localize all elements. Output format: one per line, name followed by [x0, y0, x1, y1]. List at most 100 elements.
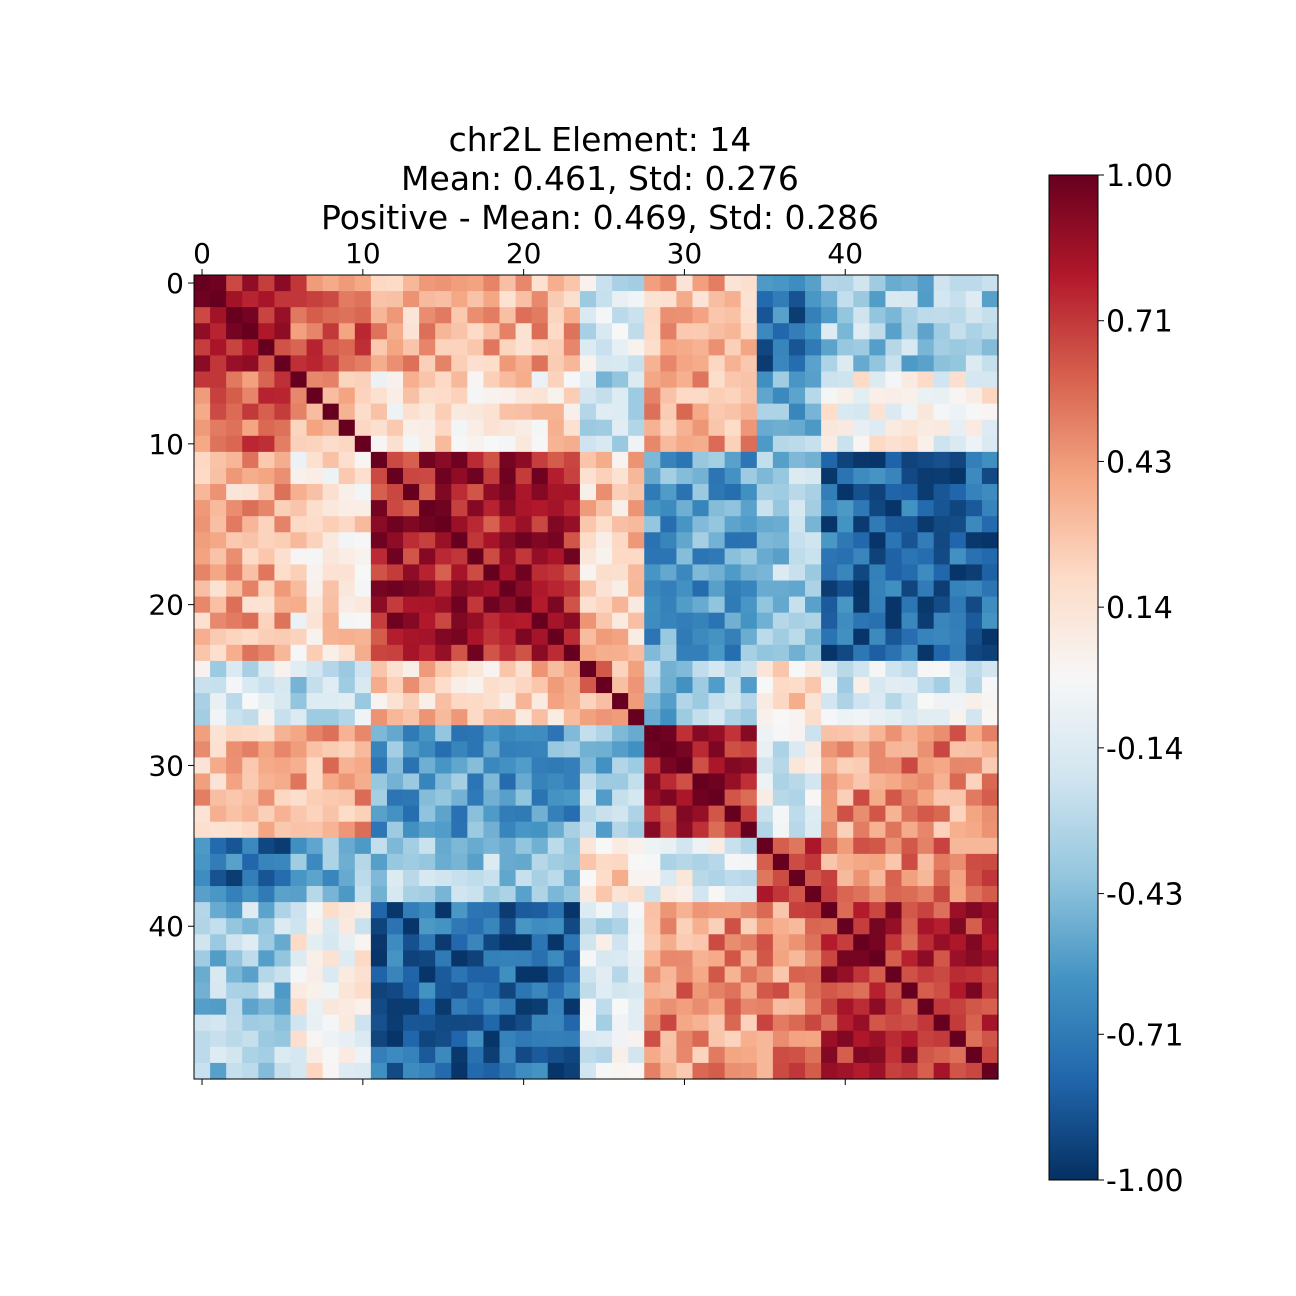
heatmap-cell — [837, 419, 854, 437]
heatmap-cell — [499, 677, 517, 694]
heatmap-cell — [274, 869, 292, 887]
heatmap-cell — [837, 387, 854, 405]
heatmap-cell — [853, 918, 870, 935]
heatmap-cell — [853, 821, 870, 839]
heatmap-cell — [708, 950, 726, 968]
heatmap-cell — [467, 484, 485, 501]
heatmap-cell — [788, 291, 806, 308]
heatmap-cell — [563, 918, 581, 935]
heatmap-cell — [949, 934, 967, 951]
heatmap-cell — [419, 853, 436, 871]
heatmap-cell — [772, 805, 790, 823]
heatmap-cell — [933, 323, 951, 340]
heatmap-cell — [354, 709, 372, 726]
heatmap-cell — [981, 596, 999, 614]
heatmap-cell — [612, 741, 629, 758]
heatmap-cell — [917, 355, 935, 373]
heatmap-cell — [338, 998, 356, 1016]
heatmap-cell — [869, 484, 887, 501]
heatmap-cell — [676, 548, 694, 566]
heatmap-cell — [965, 387, 983, 405]
heatmap-cell — [194, 467, 211, 485]
heatmap-cell — [821, 580, 838, 598]
heatmap-cell — [933, 548, 951, 566]
heatmap-cell — [885, 1046, 903, 1064]
heatmap-cell — [226, 516, 243, 533]
heatmap-cell — [596, 1030, 613, 1048]
heatmap-cell — [965, 869, 983, 887]
heatmap-cell — [499, 837, 517, 855]
heatmap-cell — [499, 902, 517, 919]
heatmap-cell — [949, 709, 967, 726]
heatmap-cell — [660, 451, 677, 469]
heatmap-cell — [788, 387, 806, 405]
heatmap-cell — [547, 275, 565, 292]
heatmap-cell — [194, 580, 211, 598]
heatmap-cell — [386, 307, 404, 324]
heatmap-cell — [837, 805, 854, 823]
heatmap-cell — [724, 902, 742, 919]
heatmap-cell — [338, 869, 356, 887]
heatmap-cell — [499, 886, 517, 903]
heatmap-cell — [756, 837, 774, 855]
heatmap-cell — [419, 918, 436, 935]
heatmap-cell — [692, 580, 710, 598]
heatmap-cell — [499, 467, 517, 485]
heatmap-cell — [290, 660, 308, 678]
heatmap-cell — [419, 757, 436, 775]
heatmap-cell — [933, 773, 951, 791]
heatmap-cell — [933, 275, 951, 292]
heatmap-cell — [547, 339, 565, 356]
heatmap-cell — [885, 660, 903, 678]
heatmap-cell — [724, 918, 742, 935]
heatmap-cell — [531, 403, 549, 421]
heatmap-cell — [274, 355, 292, 373]
heatmap-cell — [949, 902, 967, 919]
heatmap-cell — [949, 516, 967, 533]
heatmap-cell — [226, 789, 243, 807]
heatmap-cell — [933, 1014, 951, 1032]
heatmap-cell — [837, 966, 854, 984]
heatmap-cell — [612, 500, 629, 517]
heatmap-cell — [708, 853, 726, 871]
heatmap-cell — [354, 371, 372, 389]
heatmap-cell — [290, 1030, 308, 1048]
heatmap-cell — [579, 275, 597, 292]
heatmap-cell — [419, 709, 436, 726]
heatmap-cell — [853, 757, 870, 775]
heatmap-cell — [837, 628, 854, 646]
heatmap-cell — [210, 435, 227, 453]
heatmap-cell — [483, 596, 501, 614]
heatmap-cell — [981, 291, 999, 308]
heatmap-cell — [322, 1030, 340, 1048]
heatmap-cell — [756, 532, 774, 549]
heatmap-cell — [579, 500, 597, 517]
heatmap-cell — [676, 307, 694, 324]
heatmap-cell — [579, 950, 597, 968]
heatmap-cell — [226, 821, 243, 839]
heatmap-cell — [499, 998, 517, 1016]
heatmap-cell — [708, 307, 726, 324]
heatmap-cell — [515, 435, 533, 453]
heatmap-cell — [901, 532, 919, 549]
heatmap-cell — [242, 982, 259, 1000]
heatmap-cell — [853, 596, 870, 614]
heatmap-cell — [419, 612, 436, 630]
heatmap-cell — [869, 950, 887, 968]
heatmap-cell — [210, 532, 227, 549]
heatmap-cell — [226, 467, 243, 485]
heatmap-cell — [788, 1030, 806, 1048]
heatmap-cell — [563, 628, 581, 646]
heatmap-cell — [403, 516, 420, 533]
heatmap-cell — [692, 934, 710, 951]
heatmap-cell — [740, 387, 758, 405]
heatmap-cell — [322, 435, 340, 453]
heatmap-cell — [772, 1062, 790, 1080]
heatmap-cell — [821, 902, 838, 919]
heatmap-cell — [981, 371, 999, 389]
heatmap-cell — [531, 628, 549, 646]
heatmap-cell — [210, 709, 227, 726]
heatmap-cell — [885, 564, 903, 582]
heatmap-cell — [981, 805, 999, 823]
